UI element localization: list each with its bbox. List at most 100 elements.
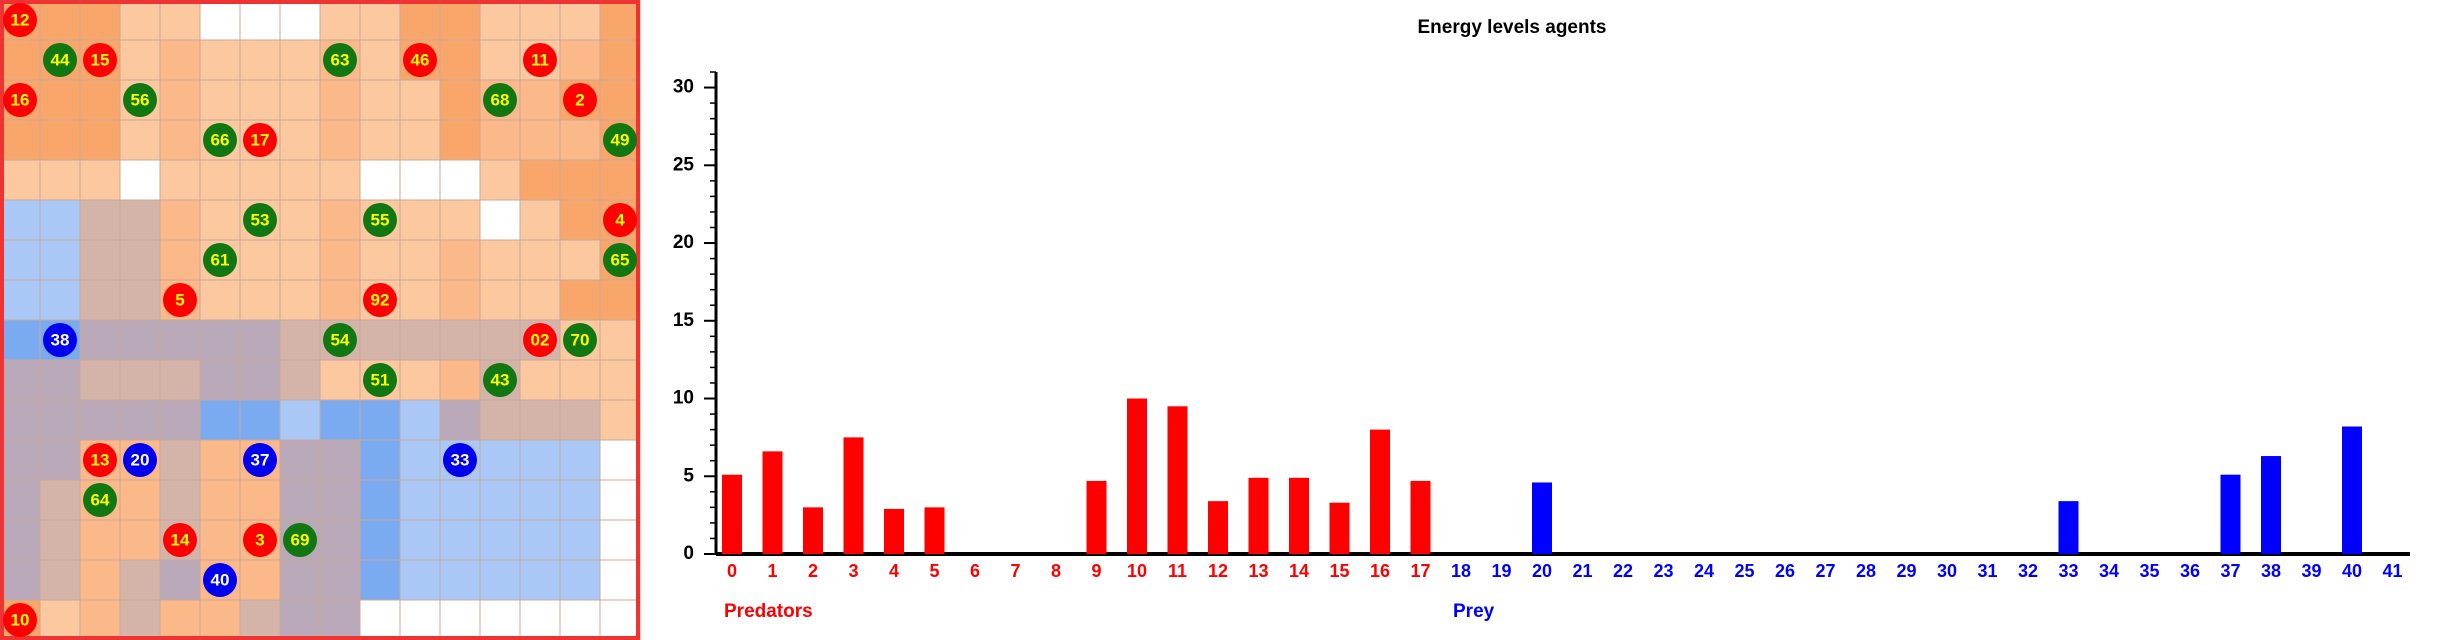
agent bbox=[363, 203, 397, 237]
cell bbox=[199, 359, 241, 401]
cell bbox=[519, 0, 561, 41]
cell bbox=[399, 399, 441, 441]
bar bbox=[722, 474, 742, 554]
cell bbox=[79, 599, 121, 640]
bar bbox=[2342, 426, 2362, 554]
x-tick-label: 9 bbox=[1091, 561, 1101, 581]
cell bbox=[599, 399, 641, 441]
cell bbox=[559, 599, 601, 640]
x-tick-label: 17 bbox=[1410, 561, 1430, 581]
agent-label: 4 bbox=[615, 210, 625, 229]
cell bbox=[439, 199, 481, 241]
agent-label: 20 bbox=[131, 450, 150, 469]
cell bbox=[599, 559, 641, 601]
cell bbox=[79, 359, 121, 401]
cell bbox=[159, 239, 201, 281]
cell bbox=[479, 319, 521, 361]
agent bbox=[363, 363, 397, 397]
cell bbox=[599, 359, 641, 401]
cell bbox=[119, 0, 161, 41]
agent bbox=[523, 323, 557, 357]
cell bbox=[199, 519, 241, 561]
cell bbox=[319, 399, 361, 441]
cell bbox=[0, 199, 41, 241]
agent-label: 49 bbox=[611, 130, 630, 149]
cell bbox=[279, 359, 321, 401]
cell bbox=[79, 199, 121, 241]
agent bbox=[403, 43, 437, 77]
cell bbox=[79, 0, 121, 41]
cell bbox=[359, 399, 401, 441]
agent bbox=[43, 323, 77, 357]
cell bbox=[399, 359, 441, 401]
cell bbox=[359, 519, 401, 561]
cell bbox=[439, 319, 481, 361]
agent-label: 46 bbox=[411, 50, 430, 69]
agent-label: 92 bbox=[371, 290, 390, 309]
agent-label: 55 bbox=[371, 210, 390, 229]
x-tick-label: 16 bbox=[1370, 561, 1390, 581]
cell bbox=[399, 319, 441, 361]
cell bbox=[399, 199, 441, 241]
cell bbox=[479, 239, 521, 281]
cell bbox=[359, 599, 401, 640]
cell bbox=[39, 239, 81, 281]
cell bbox=[439, 519, 481, 561]
cell bbox=[359, 39, 401, 81]
agent-label: 66 bbox=[211, 130, 230, 149]
bar bbox=[2220, 474, 2241, 554]
legend-label: Predators bbox=[724, 601, 813, 622]
cell bbox=[279, 79, 321, 121]
x-tick-label: 19 bbox=[1491, 561, 1511, 581]
cell bbox=[479, 479, 521, 521]
agent bbox=[243, 203, 277, 237]
cell bbox=[479, 0, 521, 41]
agent bbox=[163, 283, 197, 317]
cell bbox=[79, 119, 121, 161]
agent-label: 70 bbox=[571, 330, 590, 349]
cell bbox=[239, 559, 281, 601]
cell bbox=[159, 599, 201, 640]
cell bbox=[119, 39, 161, 81]
cell bbox=[479, 199, 521, 241]
cell bbox=[279, 119, 321, 161]
cell bbox=[519, 279, 561, 321]
agent bbox=[603, 203, 637, 237]
x-tick-label: 21 bbox=[1572, 561, 1592, 581]
cell bbox=[399, 519, 441, 561]
cell bbox=[199, 279, 241, 321]
cell bbox=[559, 519, 601, 561]
x-tick-label: 26 bbox=[1775, 561, 1795, 581]
cell bbox=[239, 599, 281, 640]
agent-label: 38 bbox=[51, 330, 70, 349]
cell bbox=[399, 559, 441, 601]
cell bbox=[519, 79, 561, 121]
cell bbox=[39, 359, 81, 401]
agent-label: 10 bbox=[11, 610, 30, 629]
x-tick-label: 38 bbox=[2261, 561, 2281, 581]
cell bbox=[0, 239, 41, 281]
cell bbox=[599, 79, 641, 121]
agent bbox=[483, 83, 517, 117]
cell bbox=[199, 79, 241, 121]
cell bbox=[399, 599, 441, 640]
bar bbox=[1289, 477, 1309, 554]
x-tick-label: 29 bbox=[1896, 561, 1916, 581]
bar bbox=[1329, 502, 1350, 554]
cell bbox=[39, 79, 81, 121]
cell bbox=[399, 79, 441, 121]
cell bbox=[519, 479, 561, 521]
cell bbox=[39, 0, 81, 41]
cell bbox=[159, 479, 201, 521]
cell bbox=[0, 519, 41, 561]
agent bbox=[483, 363, 517, 397]
cell bbox=[79, 319, 121, 361]
cell bbox=[239, 79, 281, 121]
x-tick-label: 39 bbox=[2301, 561, 2321, 581]
y-tick-label: 25 bbox=[673, 154, 695, 175]
agent-label: 12 bbox=[11, 10, 30, 29]
cell bbox=[479, 559, 521, 601]
cell bbox=[439, 479, 481, 521]
cell bbox=[319, 359, 361, 401]
cell bbox=[519, 519, 561, 561]
